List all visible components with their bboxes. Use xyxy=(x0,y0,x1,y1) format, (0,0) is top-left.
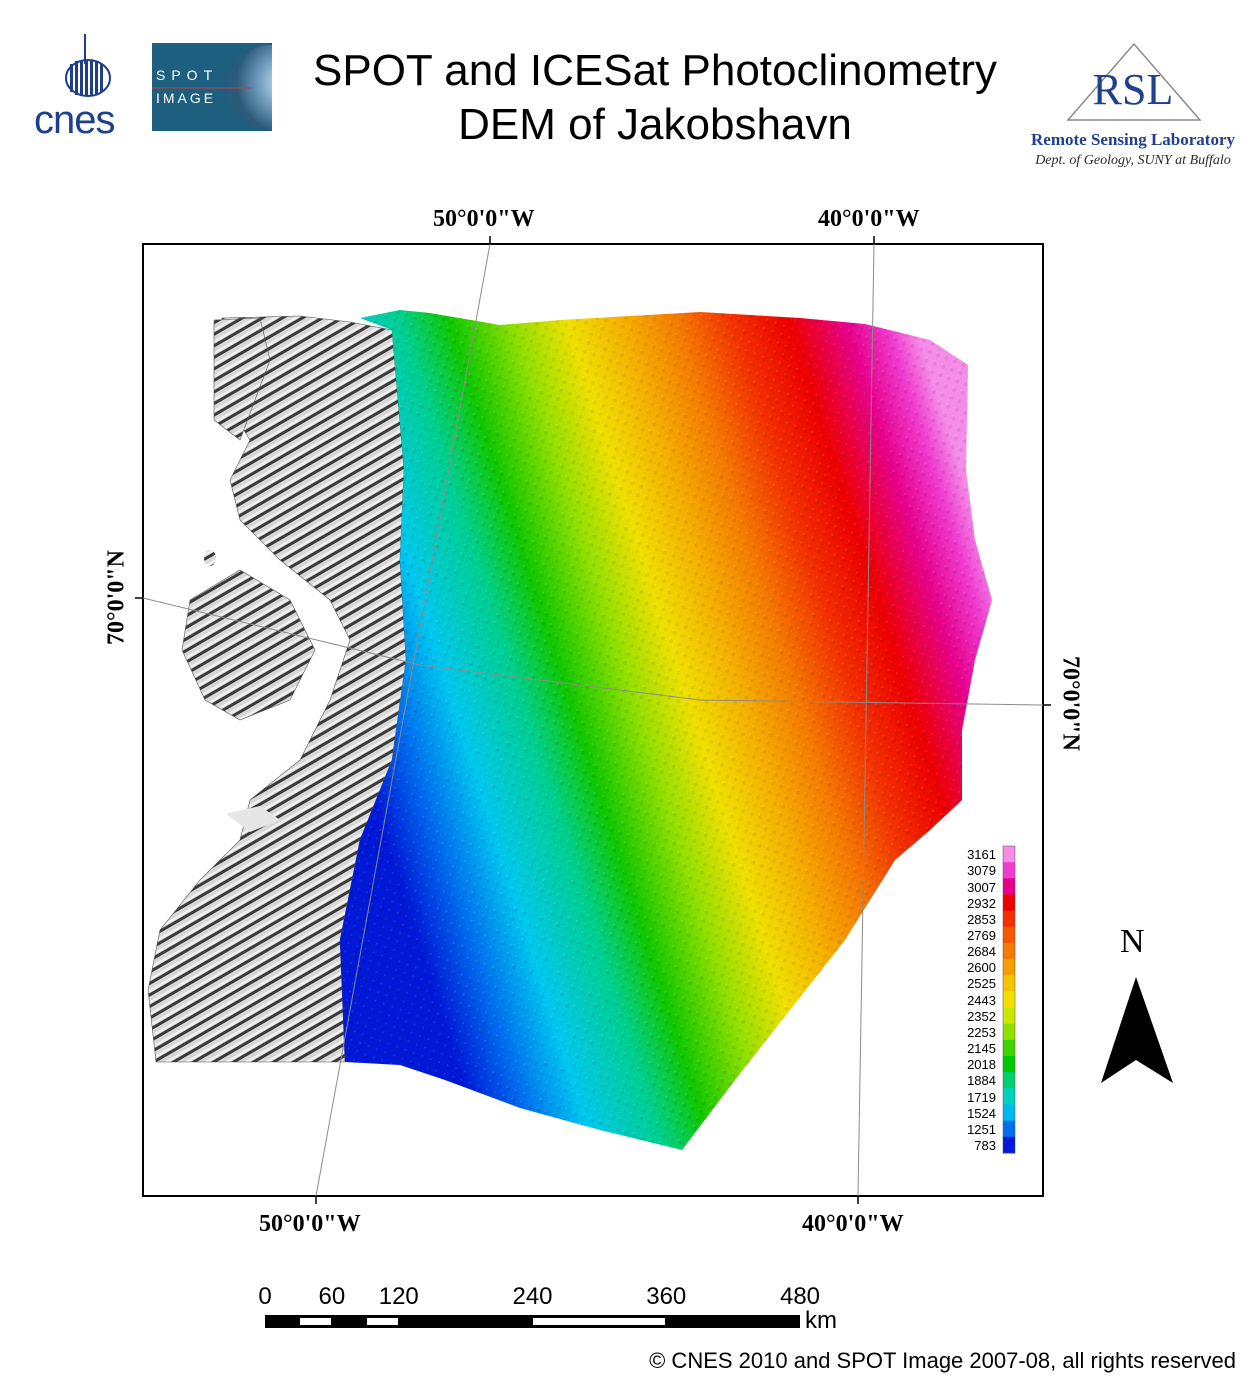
legend-value: 2600 xyxy=(967,960,996,976)
legend-swatch xyxy=(1003,1104,1015,1122)
rsl-lab-name: Remote Sensing Laboratory xyxy=(1031,130,1235,149)
spot-image-logo: SPOT IMAGE xyxy=(152,43,272,131)
legend-value: 783 xyxy=(974,1138,996,1154)
scale-tick-label: 240 xyxy=(512,1283,553,1310)
legend-swatch xyxy=(1003,1039,1015,1057)
legend-swatch xyxy=(1003,942,1015,960)
spot-text: SPOT xyxy=(156,67,219,83)
legend-value: 2684 xyxy=(967,944,996,960)
rsl-triangle-icon xyxy=(1066,42,1202,121)
title-line-1: SPOT and ICESat Photoclinometry xyxy=(313,46,997,95)
legend-value: 2932 xyxy=(967,895,996,911)
legend-value: 3161 xyxy=(967,847,996,863)
scale-tick-label: 0 xyxy=(258,1283,272,1310)
map-title: SPOT and ICESat Photoclinometry DEM of J… xyxy=(270,44,1040,152)
cnes-logo: cnes xyxy=(34,34,140,142)
legend-value: 3007 xyxy=(967,879,996,895)
legend-swatch xyxy=(1003,991,1015,1009)
legend-swatch xyxy=(1003,1023,1015,1041)
legend-value: 2853 xyxy=(967,911,996,927)
north-label: N xyxy=(1120,923,1145,960)
title-line-2: DEM of Jakobshavn xyxy=(458,100,852,149)
legend-swatch xyxy=(1003,975,1015,992)
legend-swatch xyxy=(1003,1136,1015,1154)
legend-value: 2253 xyxy=(967,1024,996,1040)
cnes-wordmark: cnes xyxy=(34,98,116,142)
legend-value: 2145 xyxy=(967,1041,996,1057)
legend-swatch xyxy=(1003,894,1015,912)
scale-unit: km xyxy=(805,1307,837,1334)
legend-swatch xyxy=(1003,1056,1015,1073)
legend-swatch xyxy=(1003,846,1015,863)
legend-value: 1719 xyxy=(967,1089,996,1105)
graticule-label-top-right: 40°0'0"W xyxy=(818,206,920,232)
legend-swatch xyxy=(1003,878,1015,895)
legend-swatch xyxy=(1003,926,1015,944)
north-arrow-icon xyxy=(1101,977,1173,1083)
scale-tick-label: 60 xyxy=(318,1283,346,1310)
legend-value: 2352 xyxy=(967,1008,996,1024)
legend-color-ramp xyxy=(1003,846,1015,1154)
legend-value: 2769 xyxy=(967,927,996,943)
rsl-wordmark: RSL xyxy=(1092,65,1174,114)
copyright-notice: © CNES 2010 and SPOT Image 2007-08, all … xyxy=(649,1348,1236,1373)
graticule-lines xyxy=(142,243,1044,1197)
graticule-label-bottom-left: 50°0'0"W xyxy=(259,1211,361,1237)
rsl-department: Dept. of Geology, SUNY at Buffalo xyxy=(1035,153,1231,168)
graticule-label-top-left: 50°0'0"W xyxy=(433,206,535,232)
legend-value: 3079 xyxy=(967,863,996,879)
legend-swatch xyxy=(1003,1120,1015,1138)
image-text: IMAGE xyxy=(156,90,217,106)
scale-tick-label: 120 xyxy=(378,1283,419,1310)
legend-swatch xyxy=(1003,910,1015,928)
scale-tick-label: 480 xyxy=(779,1283,821,1310)
legend-swatch xyxy=(1003,1088,1015,1106)
legend-swatch xyxy=(1003,1007,1015,1025)
cnes-globe-icon xyxy=(65,34,111,97)
legend-value: 2525 xyxy=(967,976,996,992)
rsl-logo: RSL Remote Sensing Laboratory Dept. of G… xyxy=(1020,40,1246,172)
legend-value: 1251 xyxy=(967,1121,996,1137)
legend-swatch xyxy=(1003,1072,1015,1089)
scale-tick-label: 360 xyxy=(646,1283,687,1310)
legend-swatch xyxy=(1003,862,1015,879)
legend-swatch xyxy=(1003,959,1015,976)
legend-value: 1884 xyxy=(967,1073,996,1089)
legend-value: 1524 xyxy=(967,1105,996,1121)
legend-value: 2018 xyxy=(967,1057,996,1073)
scale-bar xyxy=(265,1315,800,1328)
earth-icon xyxy=(152,45,272,129)
legend-value: 2443 xyxy=(967,992,996,1008)
graticule-label-bottom-right: 40°0'0"W xyxy=(802,1211,904,1237)
